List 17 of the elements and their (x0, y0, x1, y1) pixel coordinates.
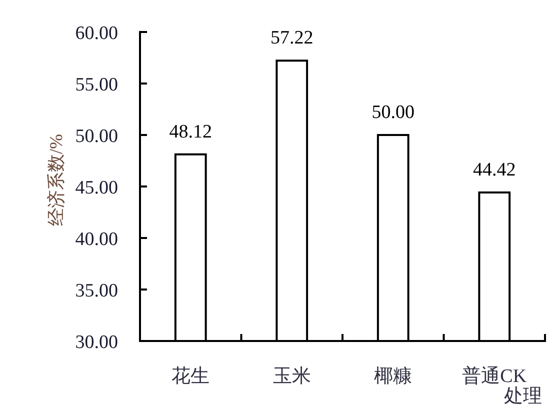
y-tick-label: 35.00 (75, 280, 118, 302)
y-tick-label: 55.00 (75, 74, 118, 96)
x-axis-title: 处理 (504, 386, 542, 407)
y-tick-label: 60.00 (75, 23, 118, 44)
y-tick-label: 30.00 (75, 332, 118, 353)
x-tick-label: 椰糠 (374, 366, 412, 387)
data-label: 44.42 (473, 159, 516, 180)
y-tick-label: 50.00 (75, 126, 118, 147)
x-tick-label: 花生 (172, 366, 210, 387)
data-label: 57.22 (270, 28, 314, 49)
y-axis-title: 经济系数/% (46, 134, 66, 226)
x-tick-label: 普通CK (462, 365, 527, 387)
y-tick-label: 40.00 (75, 229, 118, 250)
y-tick-label: 45.00 (75, 178, 118, 198)
data-label: 48.12 (169, 121, 212, 142)
x-tick-label: 玉米 (272, 366, 311, 387)
data-label: 50.00 (372, 102, 414, 123)
